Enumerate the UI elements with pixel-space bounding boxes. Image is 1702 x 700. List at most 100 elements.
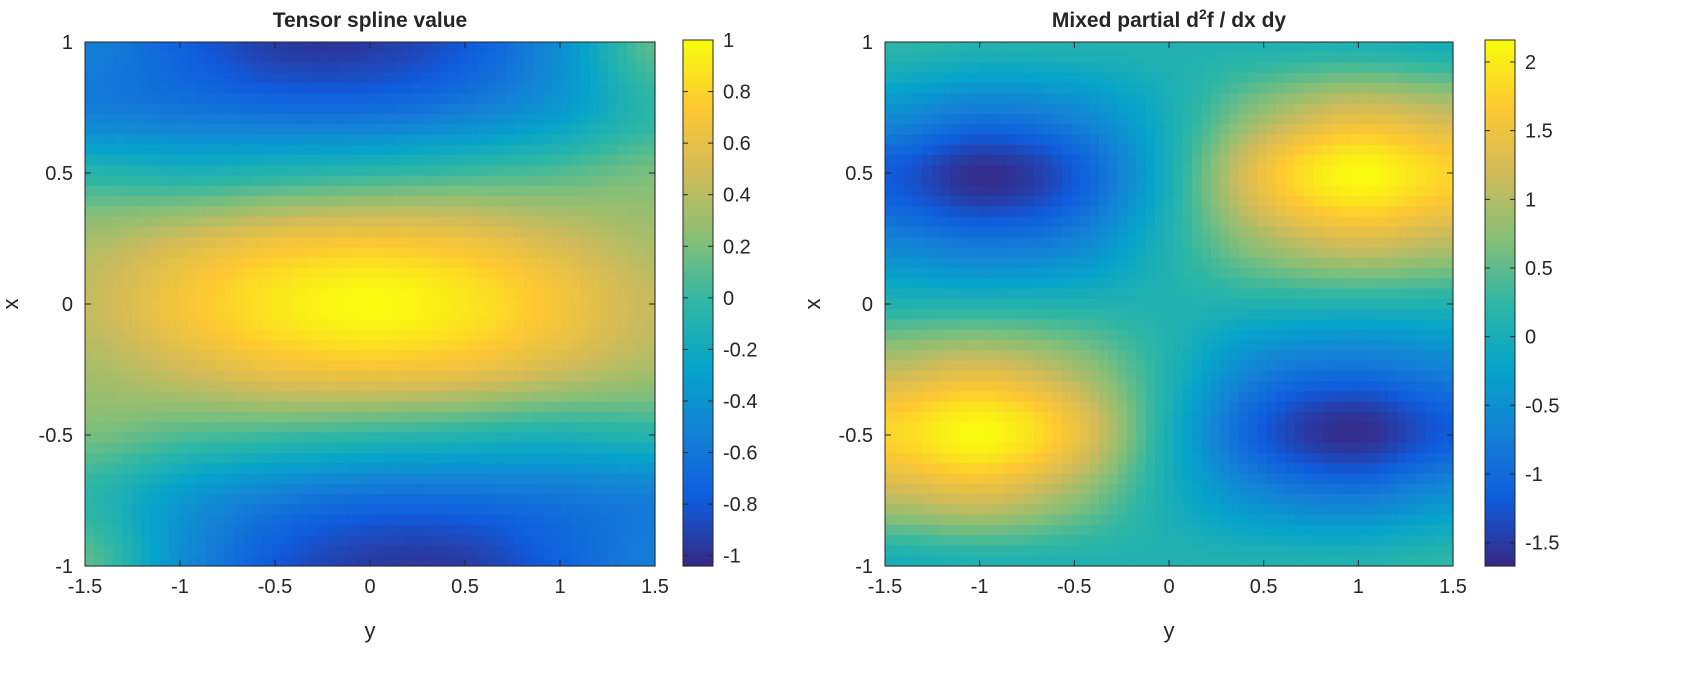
heatmap-cell — [1397, 196, 1408, 207]
heatmap-cell — [402, 288, 413, 300]
heatmap-cell — [1033, 298, 1044, 310]
heatmap-cell — [215, 360, 226, 372]
heatmap-cell — [1341, 216, 1352, 228]
heatmap-cell — [94, 411, 105, 423]
heatmap-cell — [318, 288, 329, 300]
heatmap-cell — [1331, 216, 1342, 228]
heatmap-cell — [598, 103, 609, 115]
heatmap-cell — [393, 278, 404, 290]
heatmap-cell — [617, 42, 628, 53]
heatmap-cell — [885, 113, 895, 125]
heatmap-cell — [1015, 268, 1026, 279]
heatmap-cell — [1304, 155, 1314, 166]
heatmap-cell — [996, 113, 1007, 125]
heatmap-cell — [1359, 93, 1370, 105]
left-ylabel: x — [0, 299, 23, 310]
heatmap-cell — [477, 52, 488, 64]
heatmap-cell — [1099, 124, 1110, 136]
heatmap-cell — [950, 165, 961, 177]
heatmap-cell — [430, 432, 441, 444]
heatmap-cell — [617, 329, 628, 341]
heatmap-cell — [959, 93, 970, 105]
heatmap-cell — [169, 288, 180, 300]
heatmap-cell — [1425, 278, 1435, 290]
heatmap-cell — [468, 473, 479, 485]
heatmap-cell — [608, 52, 619, 64]
colorbar-swatch — [683, 167, 713, 173]
heatmap-cell — [617, 216, 628, 228]
heatmap-cell — [159, 62, 170, 74]
heatmap-cell — [430, 350, 441, 362]
heatmap-cell — [402, 442, 413, 454]
heatmap-cell — [412, 411, 422, 423]
heatmap-cell — [355, 401, 366, 413]
heatmap-cell — [290, 196, 301, 207]
colorbar-swatch — [683, 549, 713, 555]
heatmap-cell — [299, 298, 310, 310]
heatmap-cell — [234, 524, 245, 536]
heatmap-cell — [1145, 278, 1156, 290]
heatmap-cell — [309, 103, 320, 115]
heatmap-cell — [1182, 216, 1193, 228]
heatmap-cell — [505, 103, 516, 115]
colorbar-swatch — [683, 479, 713, 485]
heatmap-cell — [384, 103, 394, 115]
heatmap-cell — [122, 442, 133, 454]
heatmap-cell — [131, 237, 142, 249]
heatmap-cell — [449, 237, 460, 249]
heatmap-cell — [1304, 216, 1314, 228]
heatmap-cell — [496, 360, 507, 372]
heatmap-cell — [430, 268, 441, 279]
y-tick-label: 0.5 — [45, 163, 73, 185]
heatmap-cell — [894, 237, 905, 249]
heatmap-cell — [141, 350, 152, 362]
heatmap-cell — [505, 309, 516, 321]
heatmap-cell — [197, 93, 208, 105]
heatmap-cell — [1304, 278, 1314, 290]
heatmap-cell — [645, 278, 656, 290]
heatmap-cell — [1192, 196, 1203, 207]
heatmap-cell — [206, 124, 217, 136]
heatmap-cell — [468, 319, 479, 331]
heatmap-cell — [524, 52, 535, 64]
heatmap-cell — [533, 411, 544, 423]
heatmap-cell — [626, 288, 637, 300]
heatmap-cell — [1210, 93, 1221, 105]
heatmap-cell — [327, 185, 338, 197]
heatmap-cell — [1043, 93, 1054, 105]
heatmap-cell — [617, 514, 628, 526]
heatmap-cell — [1136, 226, 1147, 238]
heatmap-cell — [1294, 72, 1305, 84]
heatmap-cell — [468, 185, 479, 197]
heatmap-cell — [271, 206, 282, 218]
heatmap-cell — [94, 391, 105, 403]
heatmap-cell — [1238, 185, 1249, 197]
heatmap-cell — [234, 124, 245, 136]
heatmap-cell — [327, 360, 338, 372]
heatmap-cell — [299, 83, 310, 94]
heatmap-cell — [931, 206, 942, 218]
heatmap-cell — [346, 381, 357, 392]
heatmap-cell — [1201, 278, 1212, 290]
heatmap-cell — [384, 216, 394, 228]
heatmap-cell — [187, 206, 198, 218]
colorbar-swatch — [683, 294, 713, 300]
heatmap-cell — [1425, 52, 1435, 64]
heatmap-cell — [159, 524, 170, 536]
heatmap-cell — [402, 535, 413, 547]
heatmap-cell — [598, 422, 609, 434]
heatmap-cell — [225, 268, 236, 279]
heatmap-cell — [271, 155, 282, 166]
heatmap-cell — [458, 83, 469, 94]
heatmap-cell — [85, 288, 95, 300]
heatmap-cell — [281, 257, 292, 269]
heatmap-cell — [150, 524, 161, 536]
heatmap-cell — [589, 247, 600, 259]
heatmap-cell — [561, 278, 572, 290]
heatmap-cell — [449, 401, 460, 413]
heatmap-cell — [996, 319, 1007, 331]
heatmap-cell — [589, 278, 600, 290]
heatmap-cell — [421, 42, 432, 53]
heatmap-cell — [440, 124, 451, 136]
heatmap-cell — [1127, 288, 1138, 300]
